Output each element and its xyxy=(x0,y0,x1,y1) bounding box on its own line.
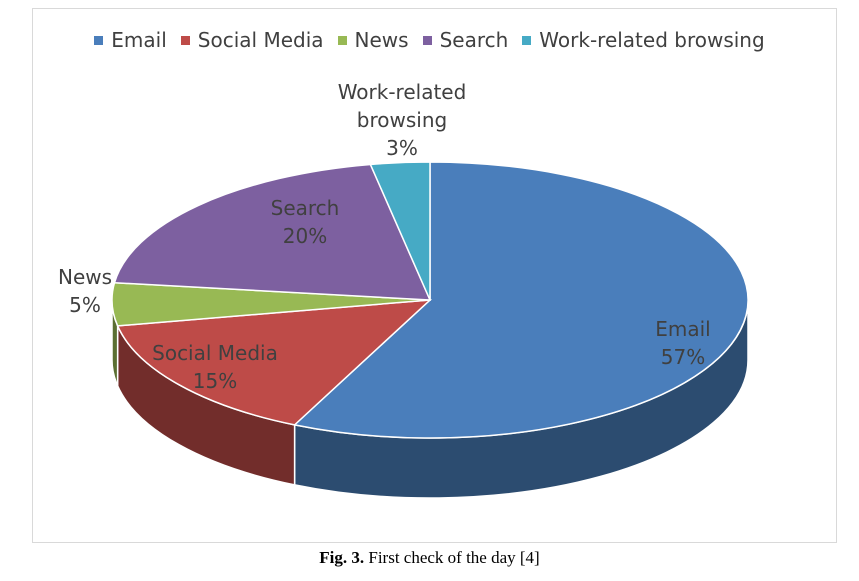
data-label-name: Social Media xyxy=(152,341,278,365)
caption-label: Fig. 3. xyxy=(319,548,365,567)
legend-swatch xyxy=(94,35,104,45)
legend-swatch xyxy=(337,35,347,45)
legend-label: News xyxy=(354,28,409,52)
legend-entry: Social Media xyxy=(180,28,324,52)
legend-entry: Search xyxy=(422,28,509,52)
data-label-value: 15% xyxy=(192,369,238,393)
data-label-name: News xyxy=(57,265,113,289)
legend-swatch xyxy=(422,35,432,45)
legend-label: Work-related browsing xyxy=(539,28,765,52)
legend-entry: Email xyxy=(94,28,167,52)
data-label-name: Email xyxy=(655,317,711,341)
data-label-name: Work-related browsing xyxy=(337,80,467,132)
legend-label: Email xyxy=(111,28,167,52)
slice xyxy=(293,161,749,439)
legend-entry: Work-related browsing xyxy=(522,28,765,52)
legend-swatch xyxy=(522,35,532,45)
legend: Email Social Media News Search Work-related … xyxy=(0,28,859,52)
data-label-value: 57% xyxy=(660,345,706,369)
data-label: Social Media 15% xyxy=(152,339,278,395)
tops xyxy=(111,161,749,439)
legend-swatch xyxy=(180,35,190,45)
data-label: Email 57% xyxy=(655,315,711,371)
slice xyxy=(369,161,431,301)
slice xyxy=(113,163,432,301)
data-label: News 5% xyxy=(58,263,112,319)
legend-label: Search xyxy=(439,28,509,52)
caption: Fig. 3. First check of the day [4] xyxy=(0,548,859,568)
legend-label: Social Media xyxy=(197,28,324,52)
caption-text: First check of the day [4] xyxy=(368,548,540,567)
data-label: Search 20% xyxy=(271,194,340,250)
data-label: Work-related browsing 3% xyxy=(327,78,477,162)
data-label-value: 20% xyxy=(282,224,328,248)
slice xyxy=(116,299,433,426)
chart-frame xyxy=(32,8,837,543)
data-label-name: Search xyxy=(270,196,340,220)
data-label-value: 5% xyxy=(69,293,101,317)
chart xyxy=(111,161,749,499)
legend-entry: News xyxy=(337,28,409,52)
data-label-value: 3% xyxy=(386,136,418,160)
